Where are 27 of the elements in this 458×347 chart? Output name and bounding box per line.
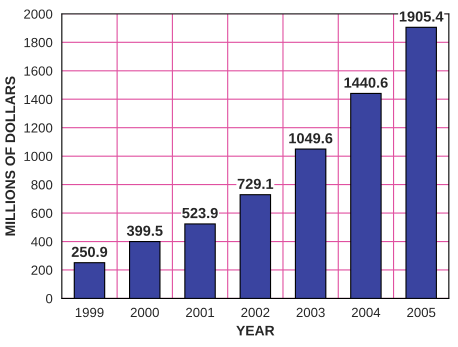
data-label: 250.9 <box>72 246 108 258</box>
y-tick-label: 0 <box>46 294 52 304</box>
data-label: 523.9 <box>182 208 218 218</box>
y-tick-label: 1400 <box>24 94 52 104</box>
y-tick-label: 800 <box>31 180 52 190</box>
y-tick-label: 600 <box>31 208 52 218</box>
x-tick-label: 1999 <box>76 308 104 318</box>
y-tick-label: 1000 <box>24 152 52 162</box>
data-label: 1049.6 <box>289 133 332 144</box>
data-label: 399.5 <box>126 226 163 236</box>
y-tick-label: 2000 <box>24 9 52 19</box>
y-tick-label: 400 <box>31 237 52 246</box>
data-label: 729.1 <box>238 178 274 190</box>
x-axis-title: YEAR <box>236 326 274 336</box>
x-tick-label: 2001 <box>186 308 214 318</box>
x-tick-label: 2000 <box>130 308 159 318</box>
data-label: 1440.6 <box>344 77 388 88</box>
x-tick-label: 2003 <box>296 308 325 318</box>
x-tick-label: 2005 <box>407 308 436 318</box>
y-tick-label: 1800 <box>24 38 52 48</box>
y-tick-label: 1200 <box>24 123 52 133</box>
y-tick-label: 1600 <box>24 66 52 76</box>
y-axis-title: MILLIONS OF DOLLARS <box>5 76 16 236</box>
x-tick-label: 2004 <box>352 308 380 318</box>
x-tick-label: 2002 <box>241 308 270 318</box>
data-label: 1905.4 <box>400 11 444 22</box>
y-tick-label: 200 <box>31 266 52 275</box>
